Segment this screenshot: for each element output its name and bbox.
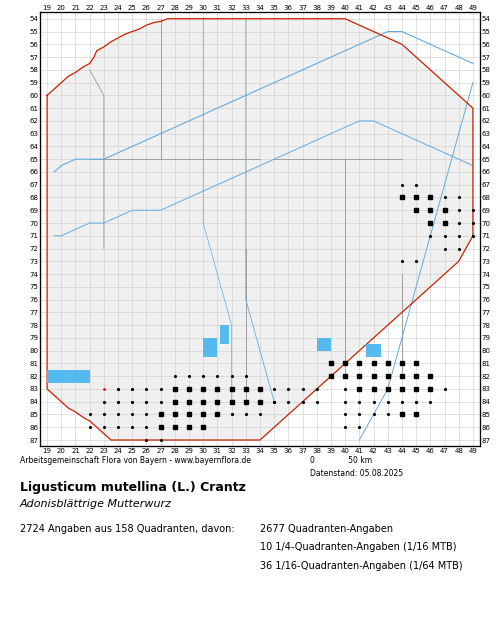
Text: Arbeitsgemeinschaft Flora von Bayern - www.bayernflora.de: Arbeitsgemeinschaft Flora von Bayern - w… (20, 456, 251, 465)
Text: 2724 Angaben aus 158 Quadranten, davon:: 2724 Angaben aus 158 Quadranten, davon: (20, 524, 234, 534)
Polygon shape (317, 338, 331, 351)
Polygon shape (47, 19, 473, 440)
Polygon shape (366, 344, 380, 357)
Text: 10 1/4-Quadranten-Angaben (1/16 MTB): 10 1/4-Quadranten-Angaben (1/16 MTB) (260, 542, 456, 552)
Text: Ligusticum mutellina (L.) Crantz: Ligusticum mutellina (L.) Crantz (20, 480, 246, 494)
Polygon shape (47, 370, 90, 383)
Text: 0              50 km: 0 50 km (310, 456, 372, 465)
Text: 36 1/16-Quadranten-Angaben (1/64 MTB): 36 1/16-Quadranten-Angaben (1/64 MTB) (260, 561, 462, 571)
Polygon shape (203, 338, 218, 357)
Polygon shape (220, 325, 229, 344)
Text: 2677 Quadranten-Angaben: 2677 Quadranten-Angaben (260, 524, 393, 534)
Text: Adonisblättrige Mutterwurz: Adonisblättrige Mutterwurz (20, 499, 172, 509)
Text: Datenstand: 05.08.2025: Datenstand: 05.08.2025 (310, 469, 403, 479)
